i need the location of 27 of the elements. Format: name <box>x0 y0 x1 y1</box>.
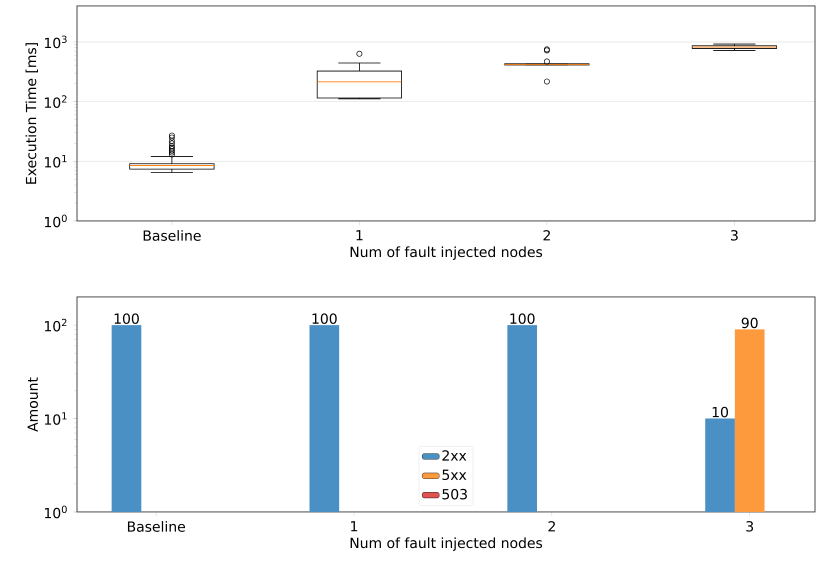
y-axis-title: Execution Time [ms] <box>26 43 38 184</box>
x-tick-label: 1 <box>351 521 358 532</box>
data-label: 10 <box>712 406 728 418</box>
x-axis-title: Num of fault injected nodes <box>350 537 542 551</box>
y-axis-title: Amount <box>28 377 38 432</box>
legend-label: 2xx <box>442 450 466 461</box>
x-tick-label: 2 <box>543 230 550 240</box>
data-label: 100 <box>510 313 535 324</box>
data-label: 100 <box>312 313 337 324</box>
x-tick-label: 2 <box>548 521 555 532</box>
data-label: 100 <box>114 313 139 324</box>
x-tick-label: 3 <box>746 521 754 532</box>
y-tick-label: 10$^{3}$ <box>44 36 67 48</box>
x-tick-label: Baseline <box>128 521 185 532</box>
y-tick-label: 10$^{0}$ <box>44 214 67 228</box>
data-label: 90 <box>742 318 758 328</box>
legend-label: 5xx <box>442 470 466 480</box>
x-tick-label: 1 <box>356 230 363 240</box>
y-tick-label: 10$^{0}$ <box>44 506 67 518</box>
y-tick-label: 10$^{2}$ <box>44 318 66 332</box>
x-axis-title: Num of fault injected nodes <box>350 246 542 260</box>
x-tick-label: Baseline <box>144 230 201 241</box>
y-tick-label: 10$^{2}$ <box>44 95 66 108</box>
y-tick-label: 10$^{1}$ <box>44 155 67 168</box>
x-tick-label: 3 <box>731 230 738 241</box>
legend-label: 503 <box>442 488 467 500</box>
y-tick-label: 10$^{1}$ <box>44 412 67 425</box>
